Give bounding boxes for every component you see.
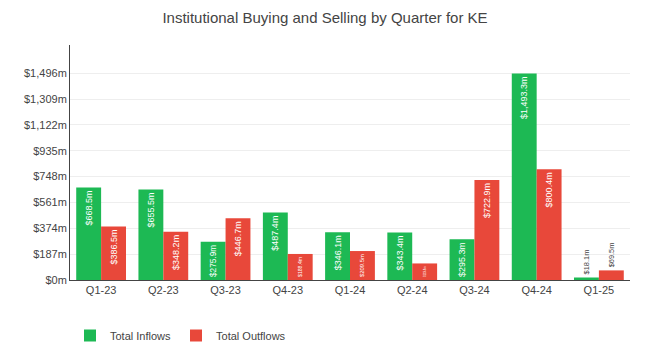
svg-text:Q2-24: Q2-24 (397, 284, 428, 296)
svg-text:$374m: $374m (33, 222, 67, 234)
svg-text:$561m: $561m (33, 196, 67, 208)
svg-text:$668.5m: $668.5m (84, 191, 94, 226)
svg-text:$1,493.3m: $1,493.3m (519, 77, 529, 120)
svg-text:$1,309m: $1,309m (24, 93, 67, 105)
svg-text:$748m: $748m (33, 170, 67, 182)
svg-text:$69.5m: $69.5m (607, 243, 616, 268)
svg-text:Q4-24: Q4-24 (521, 284, 552, 296)
svg-text:Institutional Buying and Selli: Institutional Buying and Selling by Quar… (162, 9, 487, 26)
svg-text:$935m: $935m (33, 145, 67, 157)
svg-text:$446.7m: $446.7m (233, 221, 243, 256)
svg-text:$187m: $187m (33, 248, 67, 260)
svg-text:$800.4m: $800.4m (544, 172, 554, 207)
svg-text:$386.5m: $386.5m (109, 230, 119, 265)
svg-text:Q1-25: Q1-25 (584, 284, 615, 296)
svg-text:Q3-24: Q3-24 (459, 284, 490, 296)
svg-text:Q2-23: Q2-23 (148, 284, 179, 296)
svg-text:Q3-23: Q3-23 (210, 284, 241, 296)
svg-text:$1,496m: $1,496m (24, 67, 67, 79)
svg-text:$487.4m: $487.4m (270, 216, 280, 251)
svg-text:$343.4m: $343.4m (395, 236, 405, 271)
svg-text:$722.9m: $722.9m (482, 183, 492, 218)
svg-text:Total Inflows: Total Inflows (110, 330, 171, 342)
svg-text:$188.4m: $188.4m (297, 257, 303, 277)
svg-text:$348.2m: $348.2m (171, 235, 181, 270)
svg-text:$295.3m: $295.3m (457, 242, 467, 277)
svg-text:$18.1m: $18.1m (582, 250, 591, 275)
svg-text:$119.8m: $119.8m (423, 266, 427, 277)
svg-text:Q1-24: Q1-24 (335, 284, 366, 296)
svg-text:$655.5m: $655.5m (146, 192, 156, 227)
svg-text:Total Outflows: Total Outflows (216, 330, 286, 342)
svg-text:Q1-23: Q1-23 (86, 284, 117, 296)
svg-text:$1,122m: $1,122m (24, 119, 67, 131)
svg-text:$0m: $0m (45, 274, 66, 286)
svg-text:$209.5m: $209.5m (359, 254, 365, 277)
svg-text:$346.1m: $346.1m (333, 235, 343, 270)
svg-text:$275.9m: $275.9m (209, 245, 218, 277)
svg-text:Q4-23: Q4-23 (272, 284, 303, 296)
